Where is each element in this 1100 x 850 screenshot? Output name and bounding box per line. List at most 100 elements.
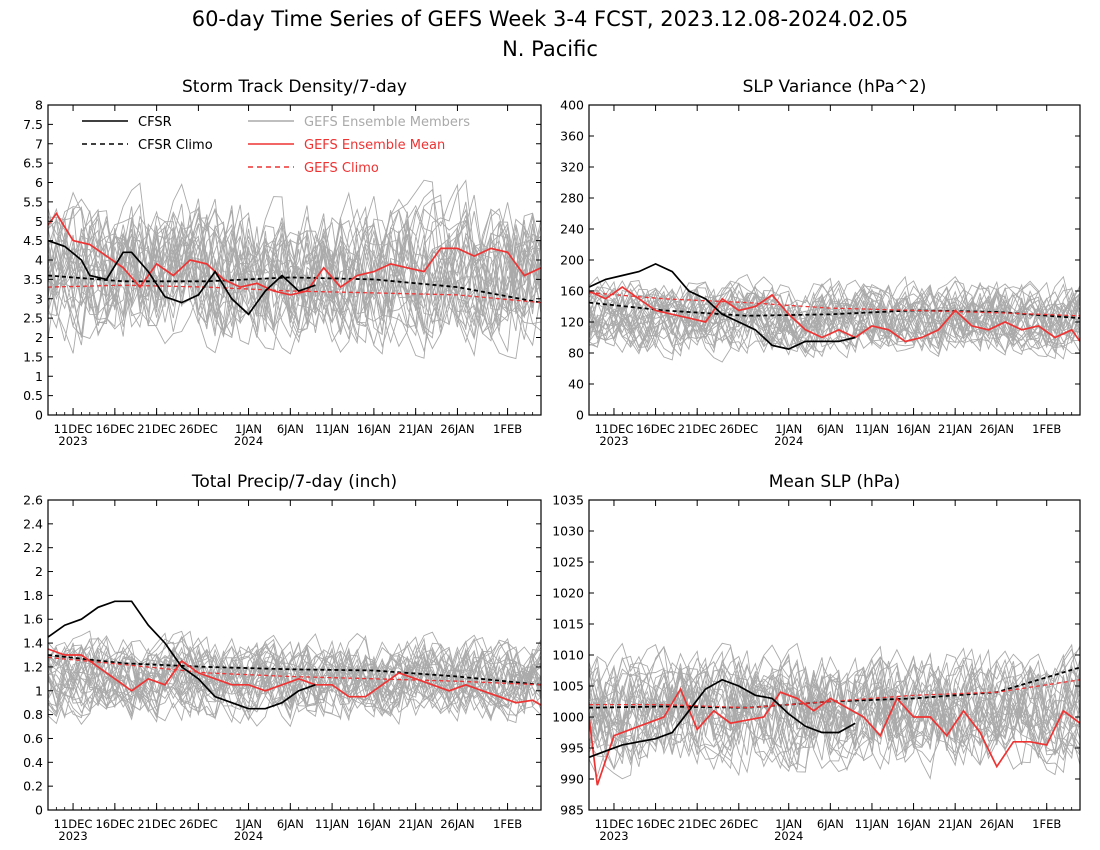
- x-tick-label: 21JAN: [938, 817, 972, 831]
- plot-area: [589, 262, 1080, 363]
- y-tick-label: 0: [35, 803, 43, 818]
- x-tick-label: 6JAN: [817, 817, 844, 831]
- y-tick-label: 2: [35, 564, 43, 579]
- figure-title: 60-day Time Series of GEFS Week 3-4 FCST…: [192, 7, 909, 31]
- ensemble-member-line: [589, 647, 1080, 753]
- ensemble-member-line: [589, 653, 1080, 767]
- ensemble-member-line: [48, 196, 541, 345]
- cfsr-line: [48, 239, 316, 316]
- x-tick-label: 16JAN: [357, 422, 391, 436]
- y-tick-label: 3: [35, 291, 43, 306]
- y-tick-label: 7: [35, 136, 43, 151]
- plot-area: [48, 600, 541, 728]
- y-tick-label: 0.5: [23, 388, 43, 403]
- gefs-climo-line: [589, 291, 1080, 317]
- gefs-mean-line: [589, 286, 1080, 343]
- y-tick-label: 5.5: [23, 194, 43, 209]
- x-tick-label: 26DEC: [719, 422, 758, 436]
- y-tick-label: 360: [560, 129, 584, 144]
- y-tick-label: 1.8: [23, 588, 43, 603]
- panel-2: SLP Variance (hPa^2) 0 40 80 120 160 200 240 280…: [560, 77, 1081, 448]
- x-tick-label: 11JAN: [315, 422, 349, 436]
- y-tick-label: 2.5: [23, 311, 43, 326]
- ensemble-member-line: [589, 285, 1080, 352]
- ensemble-member-line: [48, 642, 541, 714]
- y-tick-label: 4: [35, 253, 43, 268]
- x-tick-label: 11DEC: [595, 817, 634, 831]
- x-tick-label: 1FEB: [1032, 817, 1061, 831]
- y-tick-label: 0.6: [23, 731, 43, 746]
- y-tick-label: 1.5: [23, 349, 43, 364]
- y-tick-label: 280: [560, 191, 584, 206]
- gefs-climo-line: [589, 679, 1080, 709]
- x-tick-label: 11JAN: [315, 817, 349, 831]
- cfsr-line: [589, 262, 856, 350]
- gefs-climo-line: [48, 284, 541, 304]
- ensemble-member-line: [589, 643, 1080, 766]
- y-tick-label: 0.4: [23, 755, 43, 770]
- y-tick-label: 1025: [552, 555, 584, 570]
- panel-frame: [47, 499, 542, 811]
- legend: CFSR CFSR Climo GEFS Ensemble Members GE…: [82, 115, 470, 176]
- x-tick-label: 11JAN: [855, 817, 889, 831]
- panel-title: SLP Variance (hPa^2): [743, 77, 927, 97]
- legend-label-gefs-climo: GEFS Climo: [304, 161, 379, 176]
- ensemble-member-line: [48, 196, 541, 340]
- x-tick-label: 11DEC: [54, 422, 93, 436]
- gefs-mean-line: [48, 211, 541, 296]
- x-tick-label: 1FEB: [1032, 422, 1061, 436]
- plot-area: [48, 179, 541, 360]
- x-year-label: 2023: [58, 434, 87, 448]
- x-tick-label: 11DEC: [595, 422, 634, 436]
- ensemble-member-line: [589, 647, 1080, 771]
- x-tick-label: 1JAN: [235, 422, 262, 436]
- x-year-label: 2024: [774, 434, 803, 448]
- panel-frame: [588, 104, 1081, 416]
- x-tick-label: 16JAN: [896, 817, 930, 831]
- y-tick-label: 200: [560, 253, 584, 268]
- ensemble-member-line: [48, 206, 541, 360]
- y-tick-label: 320: [560, 160, 584, 175]
- panel-4: Mean SLP (hPa) 985 990 995 1000 1005 1010 1015 1…: [552, 472, 1081, 843]
- ensemble-member-line: [589, 283, 1080, 353]
- gefs-mean-line: [589, 687, 1080, 786]
- panels: Storm Track Density/7-day 0 0.5 1 1.5 2 2.5 3 3.…: [23, 77, 1081, 843]
- y-tick-label: 0.8: [23, 707, 43, 722]
- y-tick-label: 120: [560, 315, 584, 330]
- y-tick-label: 985: [560, 803, 584, 818]
- ensemble-member-line: [48, 208, 541, 353]
- y-tick-label: 2: [35, 330, 43, 345]
- ensemble-member-line: [589, 642, 1080, 780]
- legend-label-gefs-mean: GEFS Ensemble Mean: [304, 138, 445, 153]
- ensemble-member-line: [48, 209, 541, 344]
- y-tick-label: 990: [560, 772, 584, 787]
- ensemble-member-line: [589, 282, 1080, 344]
- y-tick-label: 3.5: [23, 272, 43, 287]
- x-year-label: 2024: [234, 829, 263, 843]
- panel-3: Total Precip/7-day (inch)00.20.40.60.811…: [23, 472, 542, 843]
- panel-frame: [588, 499, 1081, 811]
- x-year-label: 2024: [774, 829, 803, 843]
- x-tick-label: 21JAN: [399, 422, 433, 436]
- y-tick-label: 1.2: [23, 659, 43, 674]
- y-tick-label: 5: [35, 214, 43, 229]
- cfsr-line: [48, 600, 316, 710]
- y-tick-label: 400: [560, 98, 584, 113]
- x-tick-label: 16DEC: [636, 817, 675, 831]
- figure-subtitle: N. Pacific: [502, 37, 598, 61]
- ensemble-member-line: [589, 655, 1080, 755]
- x-tick-label: 1JAN: [235, 817, 262, 831]
- legend-label-gefs-members: GEFS Ensemble Members: [304, 115, 470, 130]
- x-tick-label: 26JAN: [440, 817, 474, 831]
- x-tick-label: 21DEC: [137, 422, 176, 436]
- ensemble-member-line: [589, 648, 1080, 765]
- x-tick-label: 21DEC: [678, 817, 717, 831]
- x-tick-label: 6JAN: [817, 422, 844, 436]
- y-tick-label: 1020: [552, 586, 584, 601]
- y-tick-label: 1.4: [23, 636, 43, 651]
- legend-label-cfsr: CFSR: [138, 115, 172, 130]
- y-tick-label: 2.2: [23, 540, 43, 555]
- x-tick-label: 16JAN: [357, 817, 391, 831]
- panel-title: Total Precip/7-day (inch): [191, 472, 397, 492]
